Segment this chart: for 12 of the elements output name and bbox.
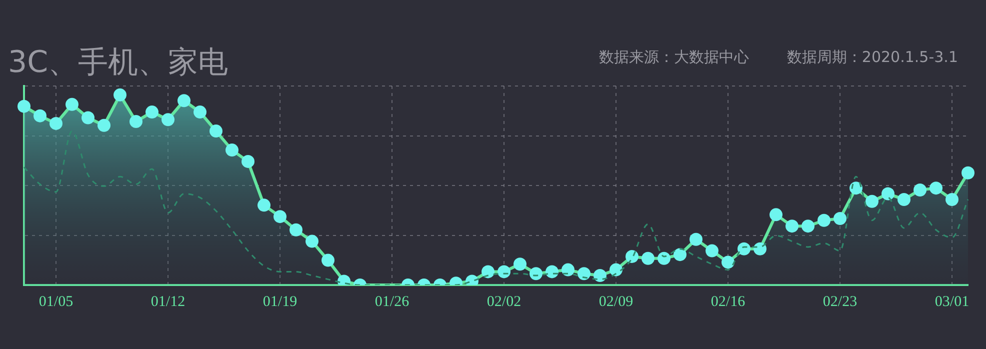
chart-subtitle: 数据周期：2020.1.5-3.1 bbox=[786, 48, 958, 66]
x-tick-label: 02/09 bbox=[598, 294, 634, 310]
x-tick-label: 01/05 bbox=[38, 294, 74, 310]
x-tick-label: 03/01 bbox=[934, 294, 970, 310]
x-tick-label: 02/16 bbox=[710, 294, 746, 310]
x-tick-label: 01/19 bbox=[262, 294, 298, 310]
x-tick-label: 02/02 bbox=[486, 294, 522, 310]
x-tick-label: 01/26 bbox=[374, 294, 410, 310]
x-tick-label: 01/12 bbox=[150, 294, 186, 310]
x-tick-label: 02/23 bbox=[822, 294, 858, 310]
source-note: 数据来源：大数据中心 bbox=[598, 48, 749, 66]
chart-title: 3C、手机、家电 bbox=[8, 44, 228, 82]
